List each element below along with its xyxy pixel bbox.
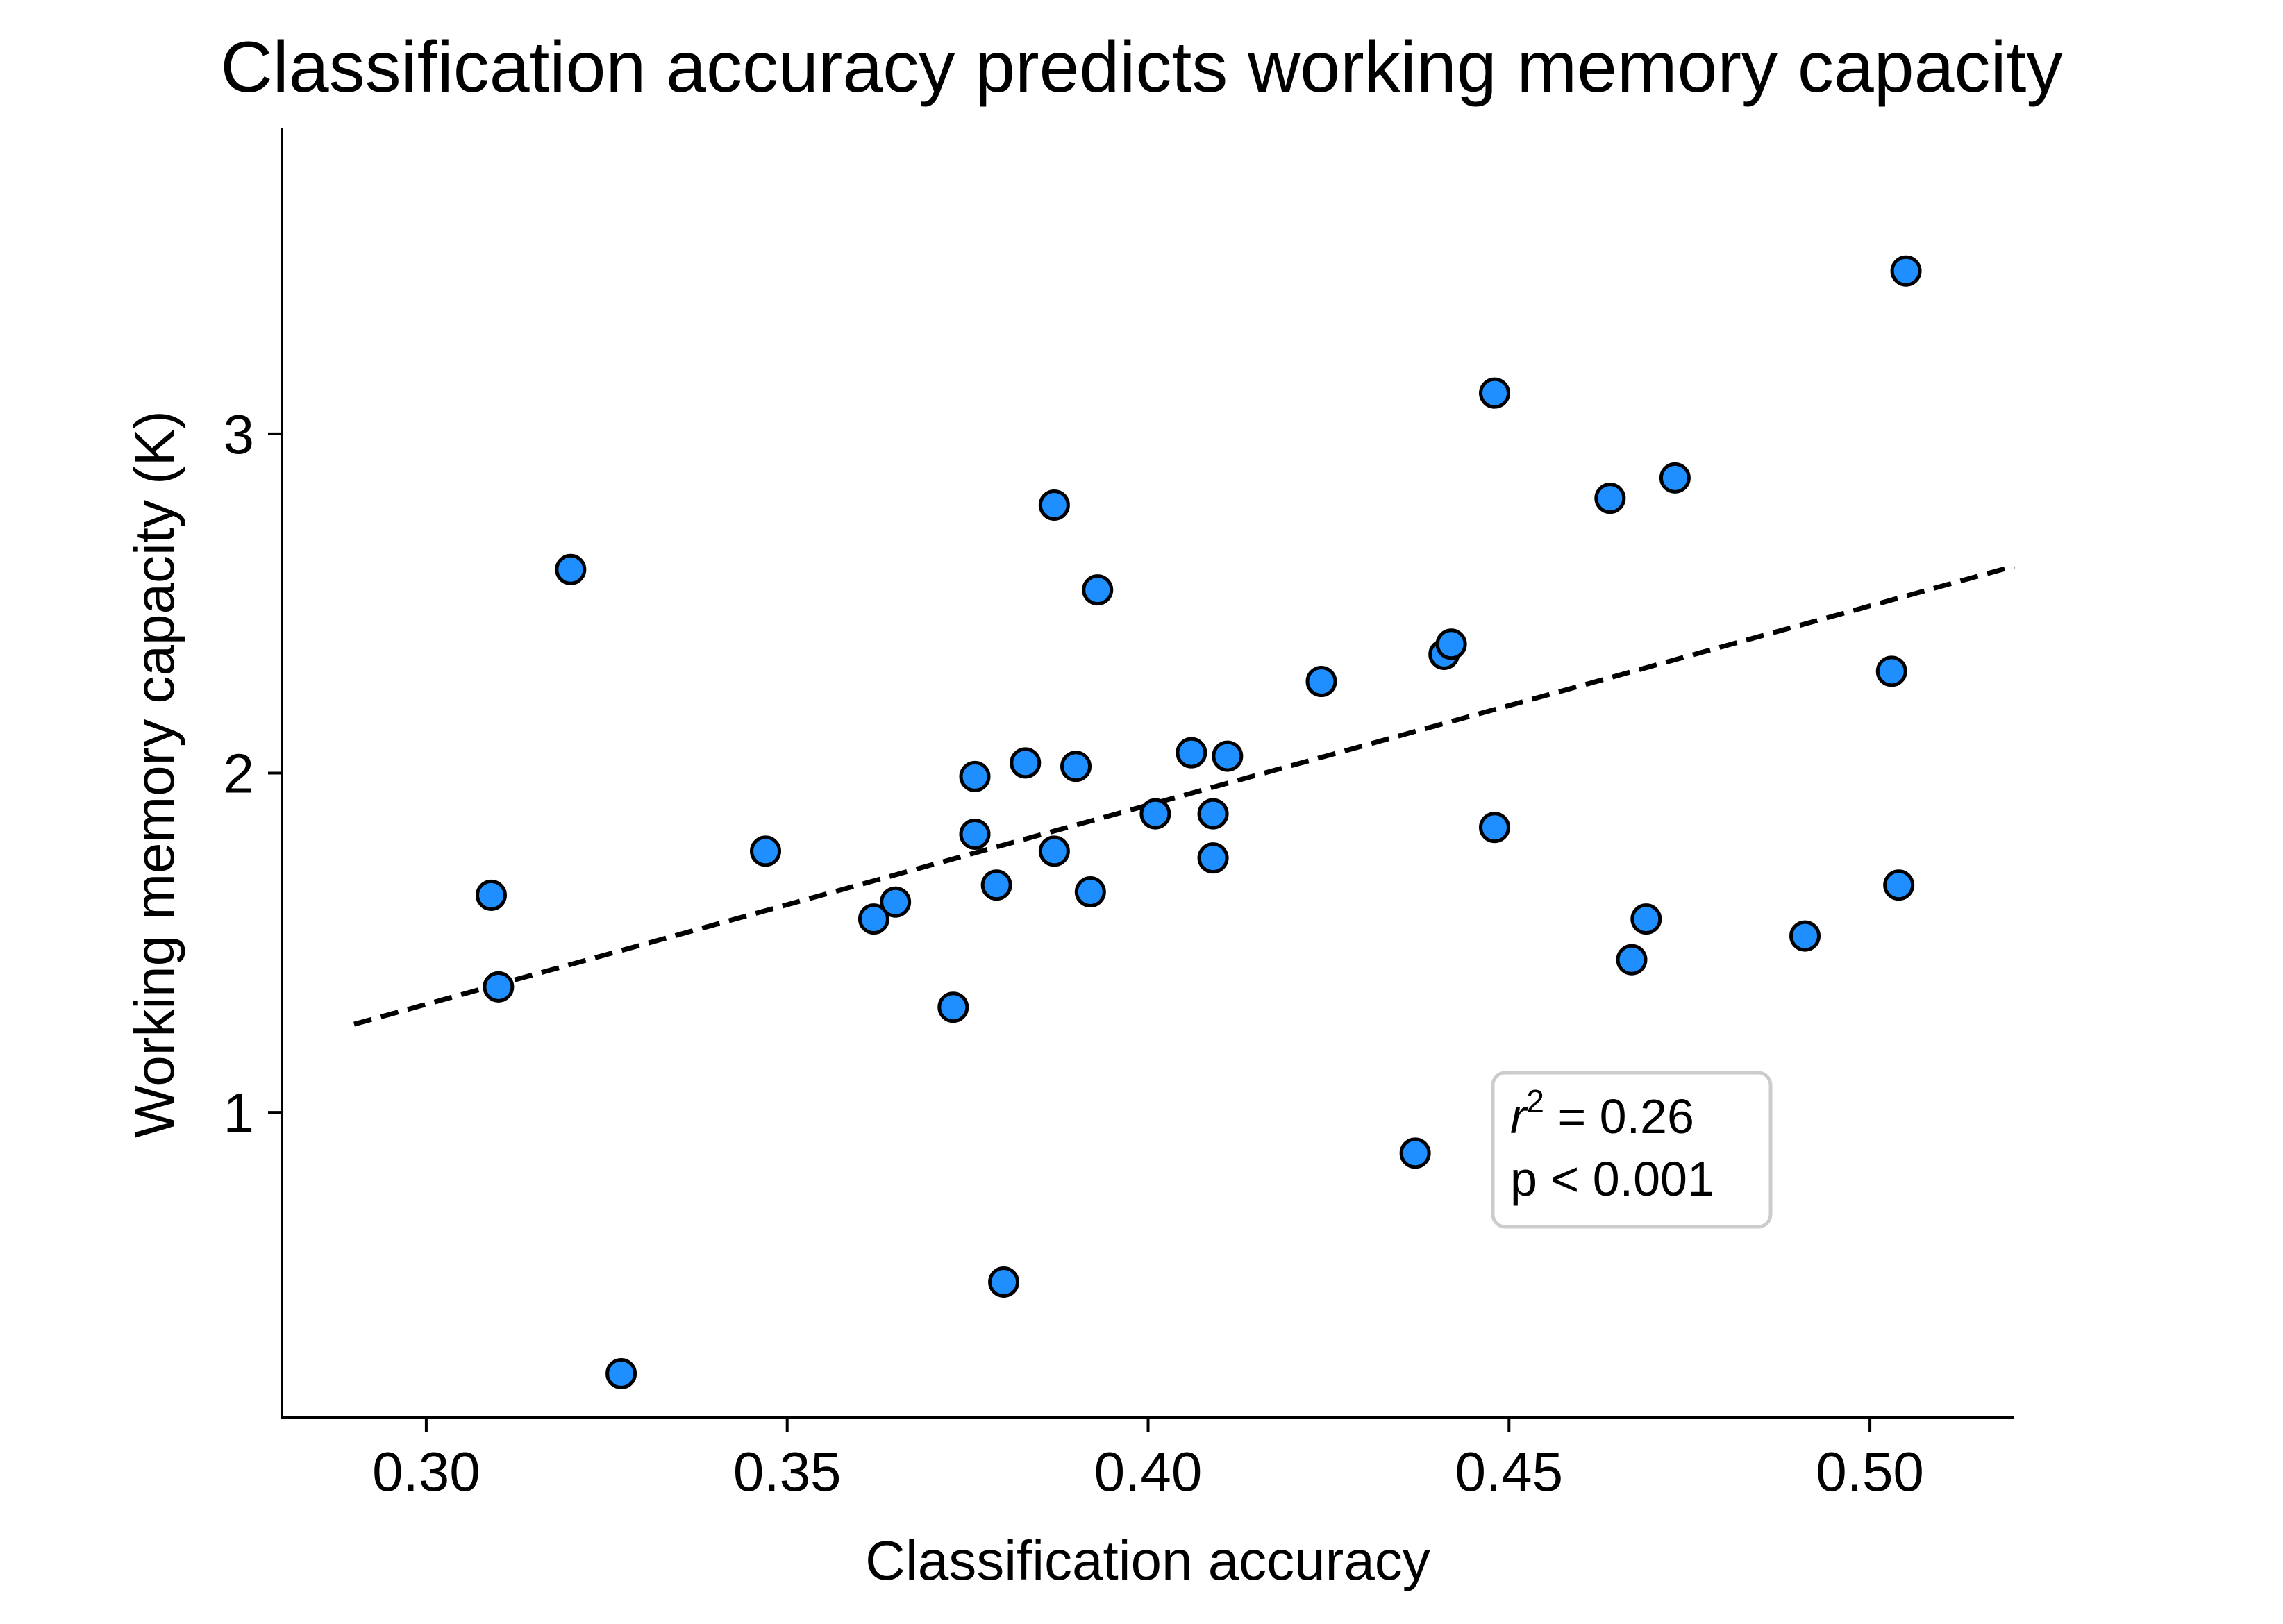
data-point [1890, 255, 1922, 287]
data-point [1010, 747, 1042, 779]
data-point [1074, 876, 1106, 908]
x-tick-label: 0.35 [733, 1441, 842, 1502]
regression-line [353, 564, 2015, 1027]
data-point [1197, 798, 1229, 830]
data-point [1479, 812, 1510, 844]
r-squared-label: r2 = 0.26 [1510, 1083, 1694, 1144]
fit-line-group [353, 564, 2015, 1027]
data-point [1875, 655, 1907, 687]
chart-title: Classification accuracy predicts working… [221, 27, 2063, 108]
y-tick-label: 3 [224, 403, 255, 465]
y-tick-label: 1 [224, 1082, 255, 1144]
data-point [605, 1357, 637, 1389]
stats-box [1491, 1071, 1773, 1229]
data-point [937, 991, 969, 1023]
data-point [1060, 751, 1092, 782]
data-point [1139, 798, 1171, 830]
data-point [1176, 737, 1207, 769]
data-point [1082, 574, 1114, 606]
x-tick-label: 0.45 [1455, 1441, 1563, 1502]
p-value-label: p < 0.001 [1510, 1152, 1714, 1206]
data-point [1399, 1137, 1431, 1169]
data-point [1789, 920, 1821, 952]
data-point [1038, 835, 1070, 867]
data-point [880, 886, 912, 918]
data-point [1630, 903, 1662, 935]
x-tick-label: 0.40 [1094, 1441, 1203, 1502]
data-point [959, 760, 991, 792]
data-point [1038, 489, 1070, 521]
r-squared-value: = 0.26 [1544, 1089, 1694, 1144]
data-point [988, 1266, 1020, 1298]
data-point [1197, 842, 1229, 874]
data-point [1883, 869, 1915, 901]
data-point [555, 553, 587, 585]
data-point [1479, 377, 1510, 409]
data-point [1435, 628, 1467, 660]
data-point [1616, 944, 1648, 976]
data-point [1659, 462, 1691, 494]
data-points [475, 255, 1922, 1389]
x-tick-label: 0.50 [1816, 1441, 1924, 1502]
data-point [1212, 740, 1244, 772]
y-axis-label: Working memory capacity (K) [124, 410, 185, 1138]
ticks: 0.30 0.35 0.40 0.45 0.50 1 2 3 [224, 403, 1924, 1502]
stats-annotation: r2 = 0.26 p < 0.001 [1491, 1071, 1773, 1229]
data-point [750, 835, 782, 867]
y-tick-label: 2 [224, 743, 255, 805]
data-point [483, 971, 515, 1003]
data-point [959, 818, 991, 850]
data-point [1305, 666, 1337, 698]
x-axis-label: Classification accuracy [865, 1530, 1430, 1591]
data-point [980, 869, 1012, 901]
data-point [1594, 483, 1626, 514]
r-superscript: 2 [1526, 1083, 1544, 1119]
x-tick-label: 0.30 [372, 1441, 480, 1502]
data-point [475, 879, 507, 911]
data-point [858, 903, 889, 935]
r-symbol: r [1510, 1089, 1528, 1144]
